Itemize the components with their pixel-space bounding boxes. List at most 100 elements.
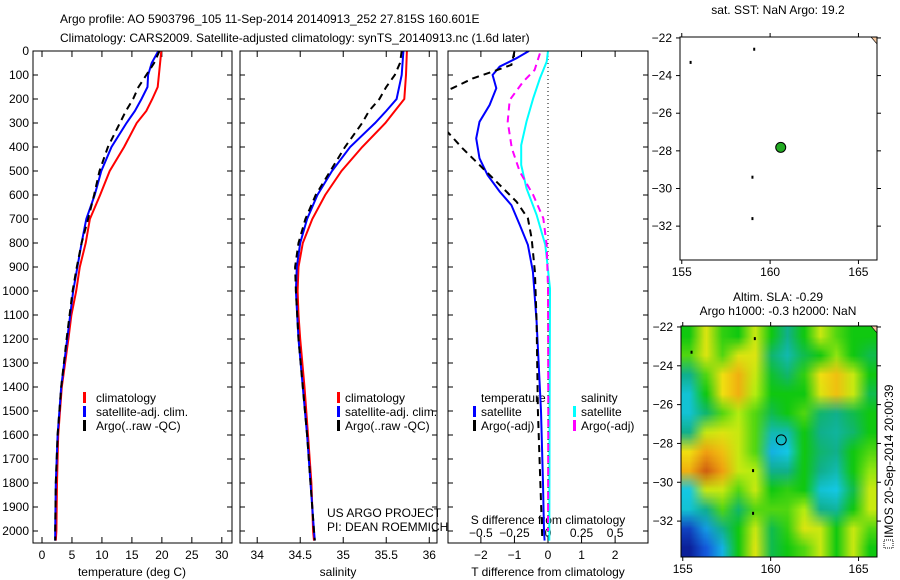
s-tick-label: 0.25 <box>570 526 594 540</box>
legend-satellite: satellite-adj. clim. <box>345 405 437 419</box>
legend-t-satellite: satellite <box>481 405 522 419</box>
legend-climatology: climatology <box>345 391 405 405</box>
difference-legend: temperature salinity satellite Argo(-adj… <box>473 391 634 433</box>
s-tick-label: 0 <box>545 526 552 540</box>
coastline-island <box>753 337 756 341</box>
series-satellite-adj-clim- <box>294 51 405 541</box>
depth-tick-label: 400 <box>9 140 29 154</box>
difference-axes-frame <box>447 50 649 544</box>
legend-swatch-climatology <box>83 392 86 403</box>
x-tick-label: 2 <box>612 548 619 562</box>
coastline-island <box>689 60 692 64</box>
x-tick-label: −2 <box>474 548 488 562</box>
x-tick-label: 34.5 <box>289 548 313 562</box>
legend-s-argo: Argo(-adj) <box>581 419 634 433</box>
coastline-island <box>753 47 756 51</box>
legend-s-satellite: satellite <box>581 405 622 419</box>
depth-tick-label: 700 <box>9 212 29 226</box>
lon-tick-label: 165 <box>849 562 869 576</box>
x-tick-label: 0 <box>545 548 552 562</box>
x-tick-label: 36 <box>423 548 437 562</box>
x-tick-label: 30 <box>215 548 229 562</box>
legend-temperature-heading: temperature <box>481 391 546 405</box>
depth-tick-label: 1400 <box>2 380 29 394</box>
x-tick-label: 15 <box>125 548 139 562</box>
t-difference-xlabel: T difference from climatology <box>471 565 625 579</box>
depth-tick-label: 1200 <box>2 332 29 346</box>
depth-tick-label: 200 <box>9 92 29 106</box>
legend-t-argo: Argo(-adj) <box>481 419 534 433</box>
argo-position-marker <box>775 434 787 446</box>
lat-tick-label: −24 <box>653 359 674 373</box>
difference-panel: −2 −1 0 1 2 −0.5 −0.25 0 0.25 0.5 <box>447 50 649 562</box>
x-tick-label: 35.5 <box>375 548 399 562</box>
lon-tick-label: 155 <box>672 265 692 279</box>
legend-swatch-climatology <box>337 392 340 403</box>
coastline-island <box>752 469 755 473</box>
depth-tick-label: 1500 <box>2 404 29 418</box>
sla-map: 155 160 165 −22 −24 −26 −28 −30 −32 <box>653 320 881 576</box>
lat-tick-label: −32 <box>652 219 673 233</box>
coastline-island <box>752 511 755 515</box>
legend-argo: Argo(..raw -QC) <box>96 419 181 433</box>
series-temperature-satellite <box>475 51 546 541</box>
coastline-island <box>690 350 693 354</box>
sla-heatmap <box>681 326 877 557</box>
legend-swatch-satellite <box>83 406 86 417</box>
depth-tick-label: 300 <box>9 116 29 130</box>
x-tick-label: 10 <box>95 548 109 562</box>
legend-swatch-satellite <box>337 406 340 417</box>
salinity-legend: climatology satellite-adj. clim. Argo(..… <box>337 391 437 433</box>
coastline-island <box>751 217 754 221</box>
lat-tick-label: −26 <box>653 398 674 412</box>
temperature-xlabel: temperature (deg C) <box>78 565 186 579</box>
sla-map-frame <box>680 325 878 558</box>
lon-tick-label: 160 <box>761 562 781 576</box>
legend-argo: Argo(..raw -QC) <box>345 419 430 433</box>
series-salinity-argo-adj- <box>506 53 550 532</box>
s-tick-label: −0.25 <box>499 526 530 540</box>
s-tick-label: 0.5 <box>607 526 624 540</box>
depth-tick-label: 0 <box>22 44 29 58</box>
series-temperature-argo-adj- <box>448 51 544 541</box>
depth-tick-label: 1700 <box>2 452 29 466</box>
depth-tick-label: 500 <box>9 164 29 178</box>
credit-project: US ARGO PROJECT <box>327 506 442 520</box>
legend-swatch-s-argo <box>573 420 576 431</box>
lon-tick-label: 155 <box>673 562 693 576</box>
salinity-axes-frame <box>239 50 438 544</box>
temperature-axes-frame <box>32 50 233 544</box>
sst-map: 155 160 165 −22 −24 −26 −28 −30 −32 <box>652 31 881 279</box>
lat-tick-label: −30 <box>653 475 674 489</box>
imos-logo-icon <box>883 539 894 549</box>
title-line-2: Climatology: CARS2009. Satellite-adjuste… <box>60 31 530 45</box>
depth-tick-label: 100 <box>9 68 29 82</box>
sla-map-title-1: Altim. SLA: -0.29 <box>733 290 823 304</box>
lat-tick-label: −22 <box>653 320 674 334</box>
x-tick-label: 20 <box>155 548 169 562</box>
depth-tick-label: 1800 <box>2 476 29 490</box>
lat-tick-label: −28 <box>652 144 673 158</box>
legend-swatch-t-satellite <box>473 406 476 417</box>
lon-tick-label: 160 <box>760 265 780 279</box>
series-satellite-adj-clim- <box>54 51 160 541</box>
depth-tick-label: 1100 <box>3 308 29 322</box>
series-salinity-satellite <box>520 51 552 541</box>
depth-tick-label: 1900 <box>2 500 29 514</box>
temperature-panel: 0 5 10 15 20 25 300100200300400500600700800900… <box>2 44 233 562</box>
salinity-xlabel: salinity <box>320 565 357 579</box>
s-tick-label: −0.5 <box>469 526 493 540</box>
legend-climatology: climatology <box>96 391 156 405</box>
lat-tick-label: −22 <box>652 31 673 45</box>
depth-tick-label: 1600 <box>2 428 29 442</box>
credit-pi: PI: DEAN ROEMMICH <box>327 520 448 534</box>
x-tick-label: 1 <box>578 548 585 562</box>
lat-tick-label: −26 <box>652 106 673 120</box>
sst-map-title: sat. SST: NaN Argo: 19.2 <box>711 3 845 17</box>
legend-swatch-argo <box>337 420 340 431</box>
legend-swatch-t-argo <box>473 420 476 431</box>
x-tick-label: 34 <box>251 548 265 562</box>
legend-satellite: satellite-adj. clim. <box>96 405 188 419</box>
